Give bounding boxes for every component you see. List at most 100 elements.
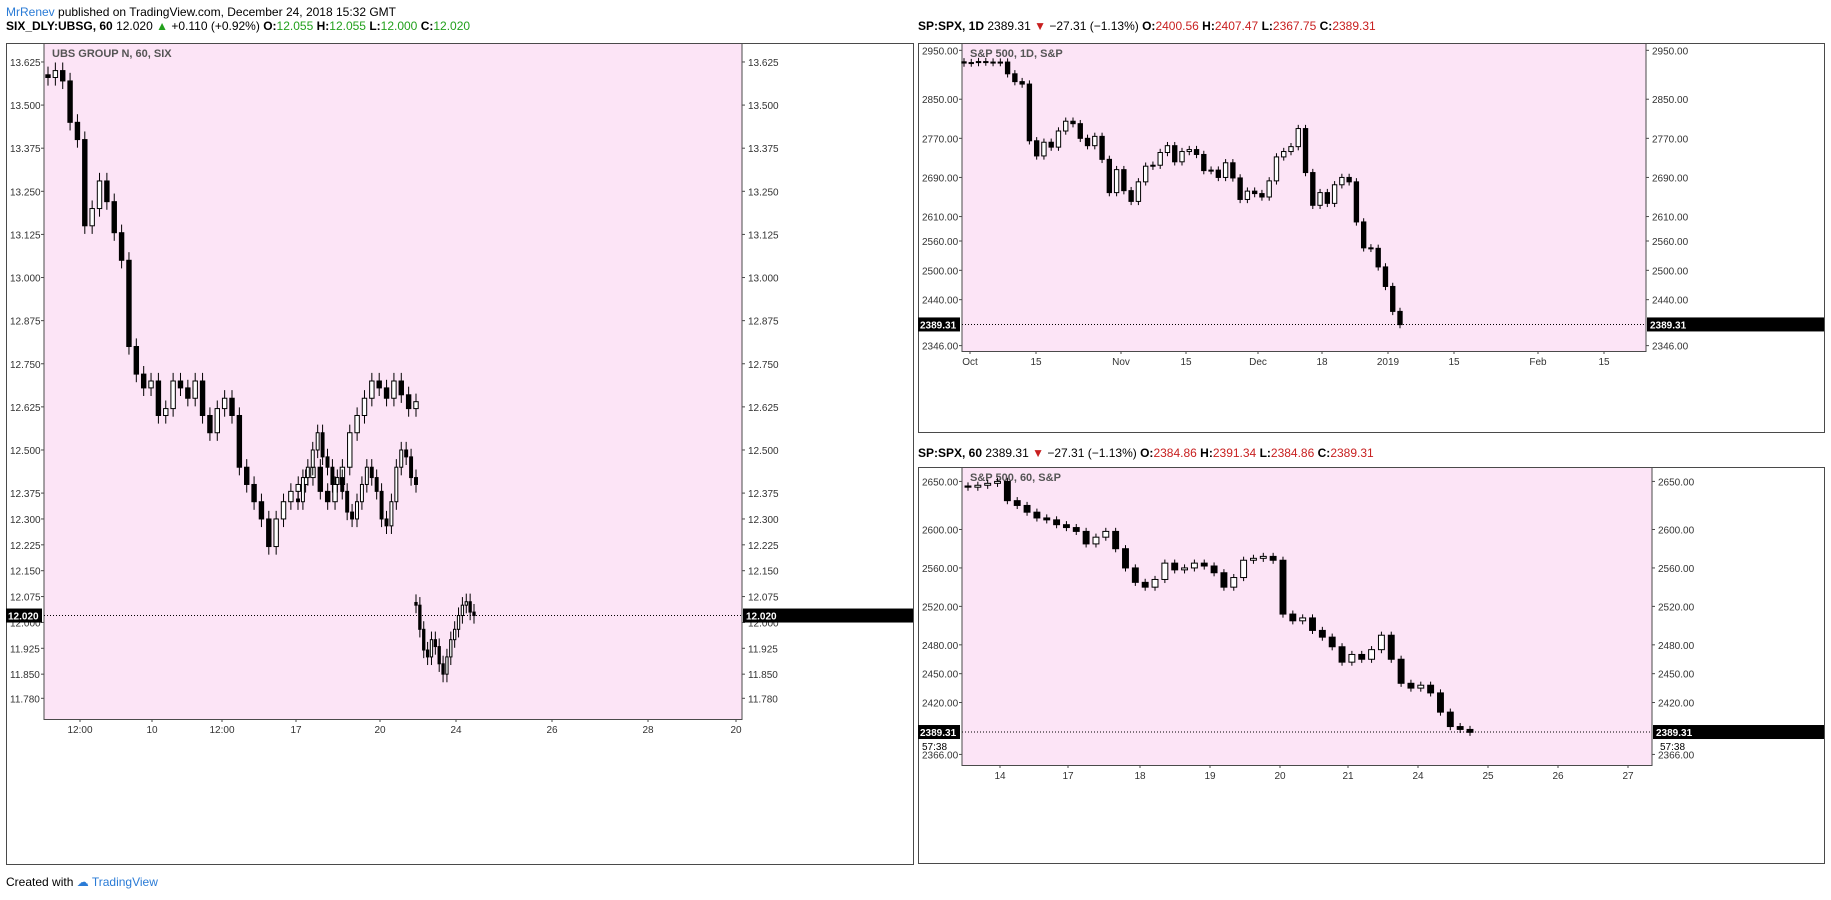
x-tick-label: Dec [1249,357,1267,368]
candle-body [1113,169,1120,194]
candle-body [177,380,184,389]
candle-body [1289,613,1297,622]
candle-body [399,449,404,468]
candle-body [1193,149,1200,155]
x-tick-label: 15 [1448,357,1460,368]
candle-body [1375,247,1381,268]
candle-body [414,477,418,485]
down-arrow-icon: ▼ [1032,446,1044,460]
candle-body [1033,140,1040,157]
candle-body [975,61,982,64]
x-tick-label: 27 [1622,771,1634,782]
candle-body [1151,578,1159,588]
symbol-name: SP:SPX, 60 [918,446,983,460]
candle-body [170,380,176,410]
candle-body [1368,247,1374,250]
y-tick-label-left: 11.850 [10,670,40,681]
candle-body [374,477,379,492]
up-arrow-icon: ▲ [156,19,168,33]
last-price-text-left: 12.020 [8,612,39,623]
candle-body [1446,711,1454,728]
candle-body [155,380,162,416]
candle-body [345,490,350,513]
candle-body [1387,634,1395,660]
y-tick-label-right: 2420.00 [1658,699,1695,710]
y-tick-label-left: 2500.00 [922,266,959,277]
chart-title: S&P 500, 60, S&P [970,472,1061,484]
x-tick-label: 17 [1062,771,1074,782]
candle-body [1142,165,1149,183]
y-tick-label-left: 12.225 [10,541,41,552]
close-label: C: [420,19,434,33]
candle-body [1070,120,1076,125]
candle-body [133,346,140,375]
candle-body [354,414,360,434]
candle-body [104,180,110,203]
candle-body [453,628,457,641]
candle-body [347,432,353,468]
candle-body [214,408,220,434]
candle-body [1092,536,1100,545]
candle-body [1318,629,1326,638]
x-tick-label: 25 [1482,771,1494,782]
candle-body [433,639,437,648]
symbol-header-spx-1d: SP:SPX, 1D 2389.31 ▼ −27.31 (−1.13%) O:2… [918,19,1376,33]
candle-body [221,397,228,410]
y-tick-label-right: 2480.00 [1658,641,1695,652]
plot-area [961,467,1653,766]
candle-body [1230,577,1238,588]
publish-line: MrRenev published on TradingView.com, De… [6,5,396,19]
price: 12.020 [116,19,153,33]
y-tick-label-left: 2480.00 [922,641,959,652]
symbol-header-spx-60: SP:SPX, 60 2389.31 ▼ −27.31 (−1.13%) O:2… [918,446,1374,460]
y-tick-label-right: 13.625 [748,58,779,69]
x-tick-label: 12:00 [209,725,234,736]
candle-body [1179,151,1185,163]
spx-daily-chart[interactable]: S&P 500, 1D, S&P 2950.00 2950.00 2850.00 285… [918,43,1825,433]
publisher-link[interactable]: MrRenev [6,5,55,19]
y-tick-label-right: 12.375 [748,489,779,500]
candle-body [383,387,390,399]
candle-body [1309,617,1316,631]
y-tick-label-left: 11.925 [10,644,40,655]
x-tick-label: Nov [1112,357,1130,368]
candle-body [1269,555,1277,561]
candle-body [997,61,1004,64]
candle-body [429,639,434,658]
candle-body [361,397,368,416]
x-tick-label: 10 [146,725,158,736]
candle-body [1077,123,1083,139]
low-label: L: [1261,19,1273,33]
candle-body [315,432,320,451]
y-tick-label-right: 12.750 [748,360,779,371]
candle-body [310,449,315,468]
chart-title: S&P 500, 1D, S&P [970,48,1063,60]
candle-body [300,477,305,503]
candle-body [984,482,992,486]
candle-body [1053,519,1061,526]
candle-body [330,466,335,485]
candle-body [968,62,974,65]
x-tick-label: 18 [1316,357,1328,368]
y-tick-label-right: 2650.00 [1658,477,1695,488]
candle-body [229,397,235,416]
candle-body [413,401,419,410]
x-tick-label: 20 [374,725,386,736]
spx-hourly-chart[interactable]: S&P 500, 60, S&P 2650.00 2650.00 2600.00 260… [918,467,1825,864]
candle-body [1041,141,1047,157]
close-value: 12.020 [433,19,471,33]
change: +0.110 (+0.92%) [171,19,260,33]
candle-body [961,61,967,64]
x-tick-label: 20 [730,725,742,736]
x-tick-label: 24 [1412,771,1424,782]
candle-body [1382,266,1389,287]
candle-body [1208,169,1214,172]
candle-body [244,466,250,485]
candle-body [1353,181,1360,223]
candle-body [207,414,213,434]
ubsg-chart[interactable]: UBS GROUP N, 60, SIX 13.625 13.625 13.500 13… [6,43,914,865]
y-tick-label-left: 12.375 [10,489,41,500]
y-tick-label-right: 2450.00 [1658,670,1695,681]
candle-body [1092,135,1098,147]
tradingview-link[interactable]: TradingView [91,875,158,889]
